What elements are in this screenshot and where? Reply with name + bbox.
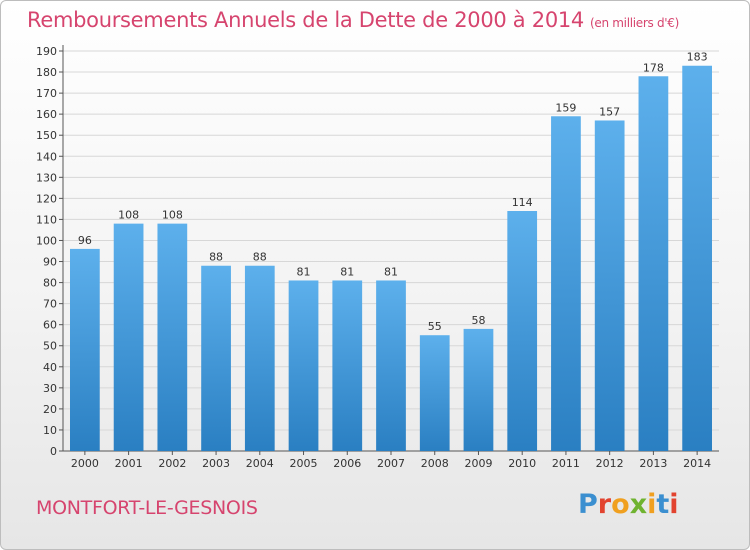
y-tick-label: 70: [43, 298, 57, 311]
bar-2002: [157, 223, 188, 451]
x-tick-label-2007: 2007: [377, 457, 405, 470]
bar-2003: [201, 265, 231, 451]
y-tick-label: 20: [43, 403, 57, 416]
chart-title: Remboursements Annuels de la Dette de 20…: [27, 8, 679, 32]
logo-letter: t: [656, 489, 670, 520]
data-label-2003: 88: [209, 251, 223, 264]
y-tick-label: 110: [36, 213, 57, 226]
y-tick-label: 180: [36, 66, 57, 79]
bar-2000: [69, 248, 100, 451]
data-label-2013: 178: [643, 61, 664, 74]
chart-title-text: Remboursements Annuels de la Dette de 20…: [27, 8, 584, 32]
logo-letter: i: [669, 489, 679, 520]
bar-2007: [376, 280, 406, 451]
x-tick-label-2011: 2011: [552, 457, 580, 470]
y-tick-label: 90: [43, 256, 57, 269]
y-tick-label: 50: [43, 340, 57, 353]
data-label-2008: 55: [428, 320, 442, 333]
logo-letter: i: [647, 489, 657, 520]
data-label-2004: 88: [253, 251, 267, 264]
x-tick-label-2000: 2000: [71, 457, 99, 470]
y-tick-label: 130: [36, 171, 57, 184]
x-tick-label-2009: 2009: [464, 457, 492, 470]
bar-2013: [638, 76, 669, 452]
bar-2008: [419, 335, 450, 451]
x-tick-label-2005: 2005: [290, 457, 318, 470]
data-label-2002: 108: [162, 209, 183, 222]
x-tick-label-2008: 2008: [421, 457, 449, 470]
x-tick-label-2001: 2001: [115, 457, 143, 470]
x-tick-label-2012: 2012: [596, 457, 624, 470]
data-label-2006: 81: [340, 265, 354, 278]
chart-subtitle: (en milliers d'€): [590, 16, 680, 30]
bar-2005: [288, 280, 319, 451]
data-label-2005: 81: [297, 265, 311, 278]
bar-2014: [682, 65, 713, 451]
data-label-2007: 81: [384, 265, 398, 278]
bar-2006: [332, 280, 363, 451]
y-tick-label: 40: [43, 361, 57, 374]
y-tick-label: 140: [36, 150, 57, 163]
bar-2009: [463, 328, 494, 451]
logo-letter: r: [597, 489, 612, 520]
data-label-2001: 108: [118, 209, 139, 222]
x-tick-label-2006: 2006: [333, 457, 361, 470]
y-tick-label: 120: [36, 192, 57, 205]
bar-2001: [113, 223, 144, 451]
logo-letter: x: [629, 489, 648, 520]
data-label-2010: 114: [512, 196, 533, 209]
data-label-2012: 157: [599, 105, 620, 118]
commune-name: MONTFORT-LE-GESNOIS: [36, 497, 258, 519]
x-tick-label-2003: 2003: [202, 457, 230, 470]
y-tick-label: 170: [36, 87, 57, 100]
y-tick-label: 60: [43, 319, 57, 332]
x-tick-label-2010: 2010: [508, 457, 536, 470]
y-tick-label: 10: [43, 424, 57, 437]
logo-letter: P: [578, 489, 598, 520]
bar-2012: [594, 120, 625, 451]
proxiti-logo: Proxiti: [578, 489, 679, 520]
x-tick-label-2014: 2014: [683, 457, 711, 470]
bar-2011: [551, 116, 581, 452]
x-tick-label-2013: 2013: [639, 457, 667, 470]
y-tick-label: 0: [50, 445, 57, 458]
y-tick-label: 150: [36, 129, 57, 142]
x-tick-label-2002: 2002: [158, 457, 186, 470]
logo-letter: o: [611, 489, 630, 520]
data-label-2000: 96: [78, 234, 92, 247]
y-tick-label: 100: [36, 234, 57, 247]
bar-2010: [507, 211, 538, 451]
y-tick-label: 160: [36, 108, 57, 121]
y-tick-label: 80: [43, 277, 57, 290]
y-tick-label: 190: [36, 45, 57, 58]
data-label-2009: 58: [471, 314, 485, 327]
bar-2004: [244, 265, 275, 451]
data-label-2011: 159: [555, 101, 576, 114]
data-label-2014: 183: [687, 51, 708, 64]
y-tick-label: 30: [43, 382, 57, 395]
x-tick-label-2004: 2004: [246, 457, 274, 470]
